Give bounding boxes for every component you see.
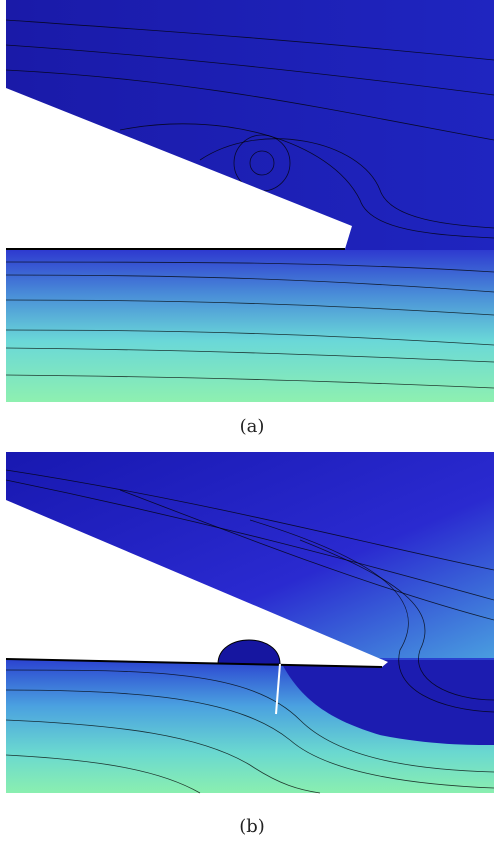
panel-a: (a)	[6, 0, 494, 437]
panel-b: (b)	[6, 452, 494, 837]
caption: (a)	[240, 416, 265, 437]
caption: (b)	[239, 816, 265, 837]
figure: (a) (b)	[0, 0, 494, 851]
